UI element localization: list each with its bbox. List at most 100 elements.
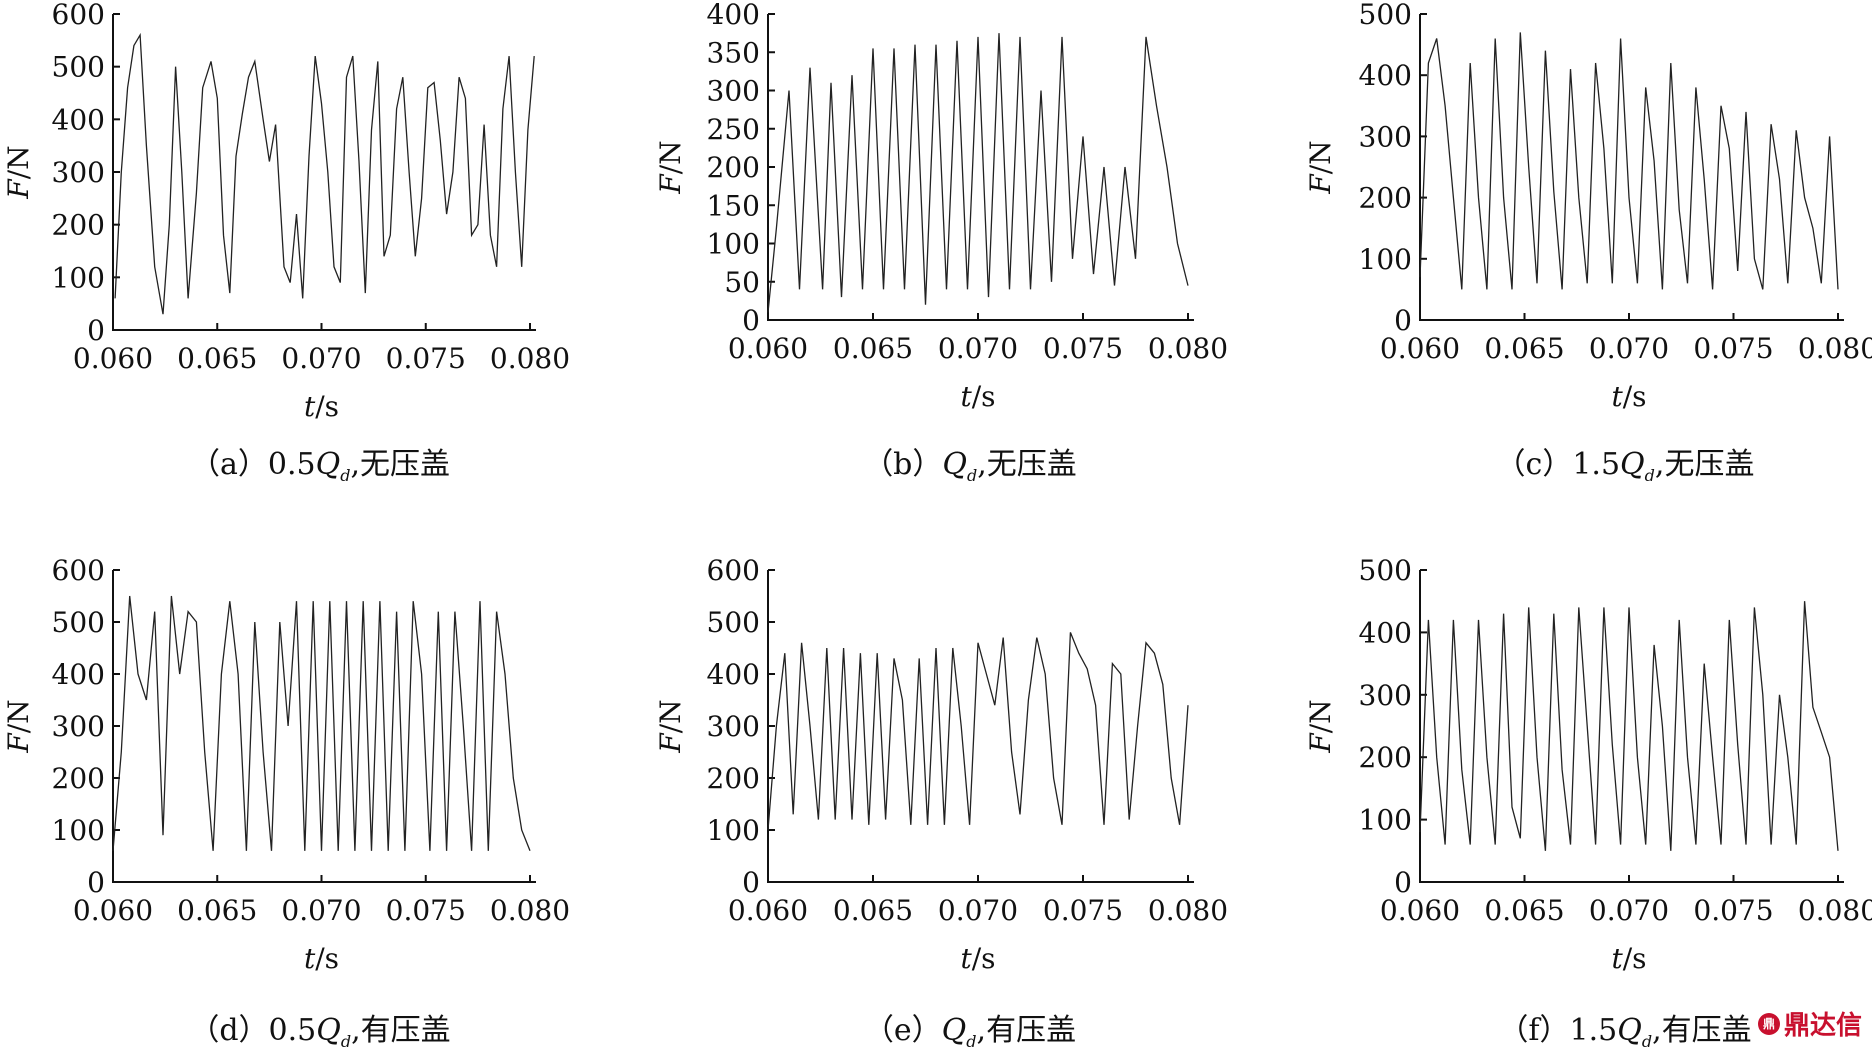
axes-b <box>767 14 1194 321</box>
y-axis-label: F/N <box>654 699 687 753</box>
x-tick-label: 0.065 <box>833 332 913 365</box>
x-tick-label: 0.065 <box>1484 894 1564 927</box>
panel-f: 0 100 200 300 400 500 0.060 0.065 0.070 0.075 0.08… <box>1304 554 1872 1050</box>
watermark: 鼎 鼎达信 <box>1757 1005 1862 1042</box>
axes-c <box>1419 14 1844 321</box>
y-tick-label: 300 <box>52 156 105 189</box>
x-tick-label: 0.060 <box>73 894 153 927</box>
x-tick-label: 0.075 <box>1043 332 1123 365</box>
y-tick-label: 350 <box>707 36 760 69</box>
y-tick-label: 400 <box>1359 59 1412 92</box>
y-tick-label: 500 <box>1359 0 1412 31</box>
x-tick-label: 0.075 <box>386 894 466 927</box>
y-tick-label: 200 <box>1359 182 1412 215</box>
y-axis-label: F/N <box>2 699 35 753</box>
y-tick-label: 400 <box>707 0 760 31</box>
x-tick-label: 0.070 <box>1589 894 1669 927</box>
x-tick-label: 0.080 <box>1798 894 1872 927</box>
y-axis-label: F/N <box>1304 140 1337 194</box>
y-tick-label: 100 <box>52 814 105 847</box>
series-line-b <box>767 33 1189 313</box>
x-axis-label: t/s <box>1611 380 1646 413</box>
y-tick-label: 500 <box>52 51 105 84</box>
y-tick-label: 100 <box>707 228 760 261</box>
x-tick-label: 0.060 <box>73 342 153 375</box>
caption-a: （a）0.5Qd,无压盖 <box>190 447 450 485</box>
x-tick-label: 0.070 <box>281 342 361 375</box>
y-tick-label: 300 <box>1359 120 1412 153</box>
caption-e: （e）Qd,有压盖 <box>864 1013 1076 1050</box>
y-tick-label: 0 <box>87 866 105 899</box>
y-tick-label: 500 <box>1359 554 1412 587</box>
x-tick-label: 0.060 <box>728 894 808 927</box>
y-tick-label: 600 <box>707 554 760 587</box>
x-tick-label: 0.070 <box>938 332 1018 365</box>
panel-d: 0 100 200 300 400 500 600 0.060 0.065 0.070 0.075 0… <box>2 554 570 1050</box>
x-tick-label: 0.065 <box>177 894 257 927</box>
y-tick-label: 400 <box>52 658 105 691</box>
x-tick-label: 0.065 <box>177 342 257 375</box>
x-axis-label: t/s <box>1611 942 1646 975</box>
y-tick-label: 400 <box>52 103 105 136</box>
y-tick-label: 100 <box>1359 243 1412 276</box>
y-tick-label: 500 <box>52 606 105 639</box>
y-tick-label: 100 <box>707 814 760 847</box>
panel-e: 0 100 200 300 400 500 600 0.060 0.065 0.070 0.075 0… <box>654 554 1228 1050</box>
y-tick-label: 50 <box>724 266 760 299</box>
y-axis-label: F/N <box>2 145 35 199</box>
x-tick-label: 0.080 <box>1148 332 1228 365</box>
y-tick-label: 500 <box>707 606 760 639</box>
x-tick-label: 0.065 <box>1484 332 1564 365</box>
x-tick-label: 0.080 <box>490 894 570 927</box>
x-tick-label: 0.075 <box>386 342 466 375</box>
x-tick-label: 0.070 <box>1589 332 1669 365</box>
y-tick-label: 0 <box>742 304 760 337</box>
y-tick-label: 400 <box>707 658 760 691</box>
caption-b: （b）Qd,无压盖 <box>863 447 1077 485</box>
x-tick-label: 0.075 <box>1693 894 1773 927</box>
x-axis-label: t/s <box>304 390 339 423</box>
axes-f <box>1419 570 1844 883</box>
series-line-a <box>114 32 535 315</box>
panel-a: 0 100 200 300 400 500 600 0.060 0.065 0.070 0.075 0… <box>2 0 570 485</box>
x-tick-label: 0.080 <box>1148 894 1228 927</box>
y-tick-label: 600 <box>52 0 105 31</box>
caption-c: （c）1.5Qd,无压盖 <box>1496 447 1755 485</box>
panel-c: 0 100 200 300 400 500 0.060 0.065 0.070 0.075 0.08… <box>1304 0 1872 485</box>
x-tick-label: 0.060 <box>1380 332 1460 365</box>
y-tick-label: 300 <box>707 710 760 743</box>
y-tick-label: 600 <box>52 554 105 587</box>
x-tick-label: 0.065 <box>833 894 913 927</box>
axes-a <box>112 14 536 331</box>
y-tick-label: 400 <box>1359 616 1412 649</box>
panel-b: 0 50 100 150 200 250 300 350 400 0.060 0.065 0.070 0… <box>654 0 1228 485</box>
x-axis-label: t/s <box>960 942 995 975</box>
x-tick-label: 0.080 <box>490 342 570 375</box>
dingdaxin-logo-icon: 鼎 <box>1757 1012 1780 1035</box>
y-tick-label: 0 <box>1394 866 1412 899</box>
y-tick-label: 100 <box>1359 804 1412 837</box>
axes-e <box>767 570 1194 883</box>
y-tick-label: 200 <box>52 762 105 795</box>
y-tick-label: 150 <box>707 189 760 222</box>
x-tick-label: 0.080 <box>1798 332 1872 365</box>
x-tick-label: 0.070 <box>938 894 1018 927</box>
series-line-c <box>1419 32 1839 290</box>
y-axis-label: F/N <box>654 140 687 194</box>
y-tick-label: 250 <box>707 113 760 146</box>
y-axis-label: F/N <box>1304 699 1337 753</box>
series-line-d <box>112 595 531 852</box>
y-tick-label: 0 <box>1394 304 1412 337</box>
y-tick-label: 300 <box>707 75 760 108</box>
watermark-text: 鼎达信 <box>1783 1011 1862 1041</box>
x-tick-label: 0.060 <box>1380 894 1460 927</box>
y-tick-label: 200 <box>52 209 105 242</box>
series-line-f <box>1419 601 1839 851</box>
y-tick-label: 200 <box>707 762 760 795</box>
y-tick-label: 100 <box>52 261 105 294</box>
y-tick-label: 200 <box>707 151 760 184</box>
x-tick-label: 0.075 <box>1693 332 1773 365</box>
y-tick-label: 200 <box>1359 741 1412 774</box>
y-tick-label: 0 <box>87 314 105 347</box>
y-tick-label: 300 <box>52 710 105 743</box>
